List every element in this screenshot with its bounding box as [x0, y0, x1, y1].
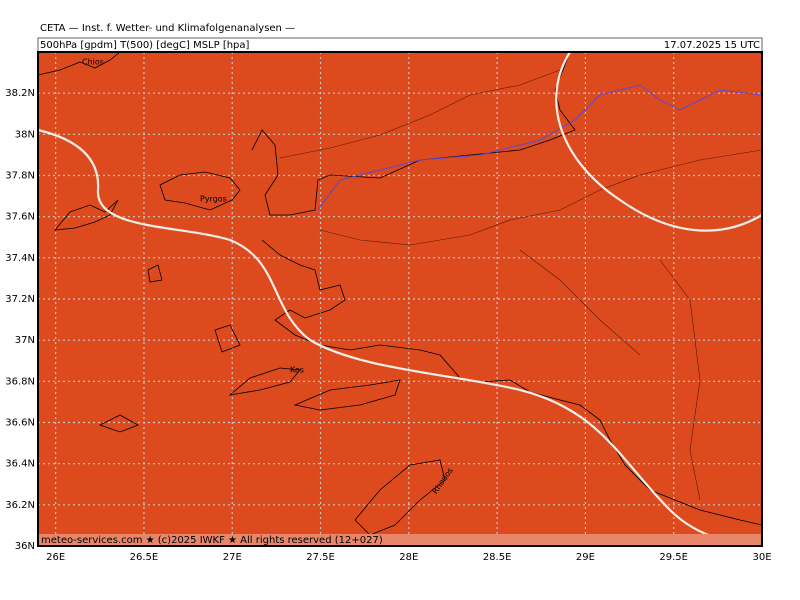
- y-tick-label: 38.2N: [5, 88, 35, 99]
- x-tick-label: 28E: [399, 552, 418, 563]
- map-frame: [37, 51, 763, 547]
- y-tick-label: 36.8N: [5, 376, 35, 387]
- borders: [279, 69, 763, 501]
- header-title: CETA — Inst. f. Wetter- und Klimafolgena…: [40, 23, 295, 34]
- y-tick-label: 36.6N: [5, 418, 35, 429]
- y-tick-label: 36.2N: [5, 500, 35, 511]
- x-tick-label: 26E: [46, 552, 65, 563]
- x-tick-label: 30E: [752, 552, 771, 563]
- y-tick-label: 38N: [15, 129, 35, 140]
- x-tick-label: 27E: [223, 552, 242, 563]
- river: [317, 84, 763, 211]
- y-tick-label: 37.8N: [5, 171, 35, 182]
- isoline: [555, 51, 763, 232]
- header-subtitle: 500hPa [gpdm] T(500) [degC] MSLP [hpa]: [40, 40, 250, 51]
- y-tick-label: 37N: [15, 335, 35, 346]
- place-label: Chios: [82, 58, 104, 67]
- y-tick-label: 37.6N: [5, 212, 35, 223]
- place-label: Kos: [290, 366, 304, 375]
- x-tick-label: 26.5E: [130, 552, 159, 563]
- y-tick-label: 37.2N: [5, 294, 35, 305]
- place-label: Pyrgos: [200, 195, 227, 204]
- footer: meteo-services.com ★ (c)2025 IWKF ★ All …: [41, 535, 383, 546]
- footer-band: [38, 534, 762, 546]
- x-tick-label: 29E: [576, 552, 595, 563]
- isoline: [37, 128, 763, 547]
- y-tick-label: 36N: [15, 541, 35, 552]
- x-tick-label: 29.5E: [659, 552, 688, 563]
- x-tick-label: 27.5E: [306, 552, 335, 563]
- valid-time: 17.07.2025 15 UTC: [664, 40, 760, 51]
- x-tick-label: 28.5E: [483, 552, 512, 563]
- y-tick-label: 37.4N: [5, 253, 35, 264]
- y-tick-label: 36.4N: [5, 459, 35, 470]
